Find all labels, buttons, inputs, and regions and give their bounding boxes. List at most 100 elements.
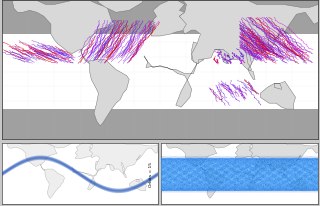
Point <box>204 185 209 189</box>
Point <box>189 185 194 189</box>
Point <box>193 170 198 173</box>
Point <box>170 173 175 177</box>
Point <box>269 185 274 188</box>
Point <box>162 163 167 166</box>
Point <box>275 169 280 172</box>
Point <box>177 185 182 188</box>
Point <box>222 183 228 187</box>
Point <box>292 169 297 172</box>
Point <box>222 162 227 165</box>
Point <box>239 172 244 175</box>
Point <box>227 166 232 170</box>
Point <box>202 181 207 184</box>
Point <box>170 175 175 178</box>
Point <box>193 160 198 164</box>
Point <box>225 159 230 162</box>
Point <box>177 158 182 161</box>
Point <box>263 167 268 171</box>
Point <box>298 177 303 180</box>
Point <box>195 160 200 163</box>
Point <box>180 184 185 188</box>
Point <box>167 159 172 163</box>
Point <box>172 158 177 161</box>
Point <box>197 179 203 183</box>
Point <box>253 187 258 190</box>
Point <box>160 173 165 176</box>
Point <box>290 158 295 161</box>
Point <box>222 162 228 166</box>
Point <box>186 177 191 181</box>
Point <box>199 158 204 162</box>
Point <box>312 177 317 181</box>
Point <box>260 174 266 178</box>
Point <box>215 175 220 178</box>
Point <box>284 188 289 191</box>
Point <box>244 165 250 168</box>
Point <box>223 186 228 190</box>
Point <box>290 158 295 161</box>
Point <box>307 185 312 188</box>
Point <box>234 162 239 165</box>
Point <box>222 164 227 167</box>
Point <box>163 163 168 166</box>
Point <box>200 187 205 191</box>
Point <box>252 178 258 182</box>
Point <box>284 179 290 183</box>
Point <box>196 160 201 164</box>
Point <box>184 160 189 164</box>
Point <box>260 164 265 167</box>
Point <box>239 180 244 183</box>
Point <box>316 162 320 166</box>
Point <box>268 175 274 178</box>
Point <box>235 179 240 183</box>
Point <box>253 177 258 180</box>
Point <box>271 165 276 169</box>
Point <box>241 188 246 191</box>
Point <box>252 177 258 180</box>
Point <box>275 159 280 163</box>
Point <box>240 182 245 186</box>
Point <box>180 166 185 170</box>
Point <box>164 184 169 187</box>
Point <box>214 183 219 186</box>
Point <box>207 177 212 181</box>
Point <box>178 175 183 178</box>
Point <box>165 187 170 191</box>
Point <box>251 168 256 172</box>
Point <box>162 172 167 175</box>
Point <box>203 183 208 186</box>
Point <box>311 173 316 176</box>
Point <box>181 182 186 185</box>
Point <box>286 178 292 181</box>
Point <box>210 165 215 169</box>
Point <box>249 176 254 179</box>
Point <box>264 165 269 168</box>
Point <box>222 160 227 164</box>
Point <box>269 168 275 171</box>
Point <box>223 187 228 191</box>
Point <box>316 185 320 188</box>
Point <box>266 171 271 175</box>
Point <box>167 159 172 162</box>
Point <box>267 185 272 188</box>
Point <box>260 159 266 162</box>
Point <box>273 184 278 187</box>
Point <box>186 172 191 176</box>
Point <box>210 167 215 170</box>
Point <box>168 182 173 186</box>
Point <box>172 171 177 174</box>
Point <box>207 188 212 191</box>
Point <box>259 164 264 167</box>
Point <box>224 170 229 173</box>
Point <box>167 159 172 163</box>
Point <box>167 160 172 163</box>
Point <box>241 157 246 161</box>
Point <box>204 179 209 183</box>
Point <box>173 183 178 187</box>
Point <box>286 160 291 164</box>
Point <box>273 163 278 167</box>
Point <box>213 172 218 176</box>
Point <box>314 187 319 191</box>
Point <box>182 169 187 172</box>
Point <box>285 159 291 163</box>
